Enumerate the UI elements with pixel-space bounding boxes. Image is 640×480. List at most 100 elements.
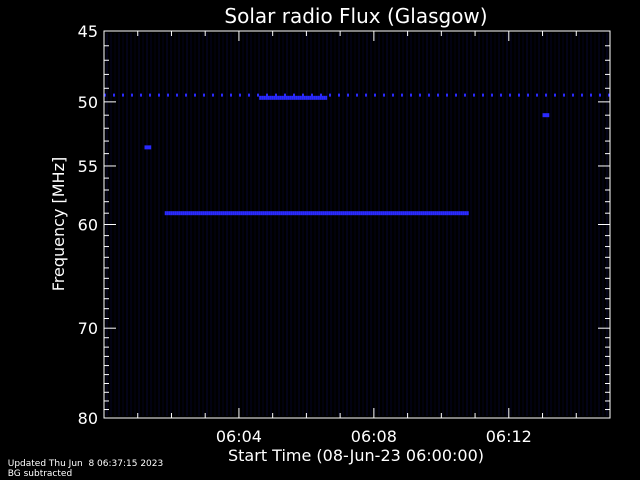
- feature-segment: [188, 211, 191, 216]
- feature-segment: [376, 211, 379, 216]
- feature-segment: [460, 211, 463, 216]
- feature-segment: [320, 93, 322, 97]
- feature-segment: [266, 93, 268, 97]
- feature-segment: [454, 211, 457, 216]
- feature-segment: [491, 93, 493, 97]
- feature-segment: [464, 211, 467, 216]
- feature-segment: [338, 211, 341, 216]
- feature-segment: [320, 211, 323, 216]
- feature-segment: [380, 211, 383, 216]
- feature-segment: [366, 211, 369, 216]
- feature-segment: [234, 211, 237, 216]
- feature-segment: [316, 211, 319, 216]
- feature-segment: [455, 93, 457, 97]
- y-tick-label: 60: [78, 216, 98, 235]
- feature-segment: [267, 95, 270, 100]
- feature-segment: [404, 211, 407, 216]
- feature-segment: [336, 211, 339, 216]
- feature-segment: [446, 93, 448, 97]
- feature-segment: [269, 95, 272, 100]
- feature-segment: [184, 211, 187, 216]
- feature-segment: [178, 211, 181, 216]
- feature-segment: [221, 93, 223, 97]
- feature-segment: [252, 211, 255, 216]
- feature-segment: [186, 211, 189, 216]
- updated-timestamp: Updated Thu Jun 8 06:37:15 2023: [7, 459, 164, 469]
- feature-segment: [384, 211, 387, 216]
- feature-segment: [462, 211, 465, 216]
- feature-segment: [310, 211, 313, 216]
- feature-segment: [518, 93, 520, 97]
- feature-segment: [448, 211, 451, 216]
- feature-segment: [317, 95, 320, 100]
- feature-band-59MHz: [164, 211, 469, 216]
- feature-segment: [482, 93, 484, 97]
- background-noise: [106, 33, 608, 416]
- feature-segment: [416, 211, 419, 216]
- feature-segment: [295, 95, 298, 100]
- feature-segment: [456, 211, 459, 216]
- feature-segment: [313, 95, 316, 100]
- feature-segment: [466, 211, 469, 216]
- feature-segment: [280, 211, 283, 216]
- feature-segment: [500, 93, 502, 97]
- feature-segment: [113, 93, 115, 97]
- feature-segment: [240, 211, 243, 216]
- feature-segment: [268, 211, 271, 216]
- y-tick-label: 55: [78, 157, 98, 176]
- feature-segment: [321, 95, 324, 100]
- feature-segment: [248, 211, 251, 216]
- feature-segment: [276, 211, 279, 216]
- feature-segment: [185, 93, 187, 97]
- feature-segment: [352, 211, 355, 216]
- feature-segment: [299, 95, 302, 100]
- feature-segment: [230, 93, 232, 97]
- feature-segment: [198, 211, 201, 216]
- feature-segment: [311, 95, 314, 100]
- feature-segment: [307, 95, 310, 100]
- feature-segment: [452, 211, 455, 216]
- feature-segment: [450, 211, 453, 216]
- feature-segment: [438, 211, 441, 216]
- feature-segment: [444, 211, 447, 216]
- feature-segment: [210, 211, 213, 216]
- feature-segment: [149, 93, 151, 97]
- feature-segment: [170, 211, 173, 216]
- y-axis: 45 50 55 60 70 80: [78, 22, 610, 428]
- footer: Updated Thu Jun 8 06:37:15 2023 BG subtr…: [2, 449, 175, 479]
- feature-segment: [206, 211, 209, 216]
- feature-segment: [348, 211, 351, 216]
- feature-segment: [224, 211, 227, 216]
- feature-spot-53.5: [144, 145, 152, 150]
- feature-segment: [581, 93, 583, 97]
- feature-segment: [406, 211, 409, 216]
- feature-segment: [140, 93, 142, 97]
- feature-segment: [301, 95, 304, 100]
- feature-segment: [365, 93, 367, 97]
- feature-segment: [332, 211, 335, 216]
- feature-segment: [168, 211, 171, 216]
- feature-segment: [473, 93, 475, 97]
- feature-segment: [220, 211, 223, 216]
- feature-segment: [340, 211, 343, 216]
- feature-segment: [250, 211, 253, 216]
- feature-segment: [293, 93, 295, 97]
- feature-segment: [303, 95, 306, 100]
- feature-segment: [308, 211, 311, 216]
- feature-segment: [238, 211, 241, 216]
- y-tick-label: 45: [78, 22, 98, 41]
- feature-segment: [392, 93, 394, 97]
- feature-segment: [414, 211, 417, 216]
- feature-segment: [527, 93, 529, 97]
- signal-features: [104, 93, 610, 216]
- feature-segment: [422, 211, 425, 216]
- feature-segment: [330, 211, 333, 216]
- x-tick-label: 06:12: [486, 427, 532, 446]
- feature-segment: [372, 211, 375, 216]
- feature-segment: [281, 95, 284, 100]
- feature-segment: [263, 95, 266, 100]
- feature-segment: [305, 95, 308, 100]
- feature-segment: [419, 93, 421, 97]
- feature-segment: [436, 211, 439, 216]
